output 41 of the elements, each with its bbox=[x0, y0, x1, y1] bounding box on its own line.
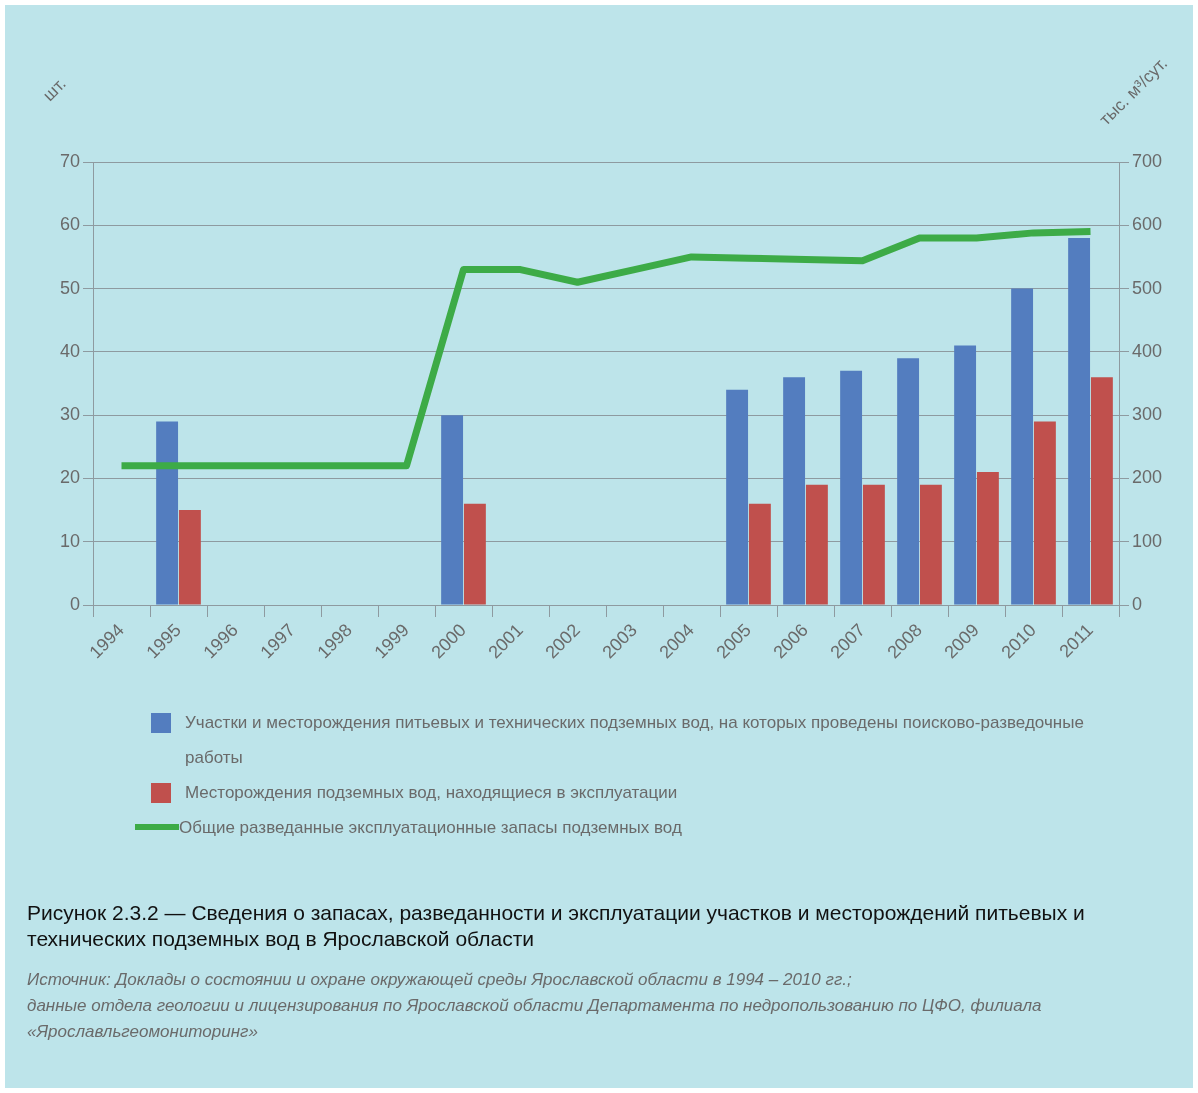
y2-tick-label: 500 bbox=[1132, 277, 1163, 298]
text: данные отдела геологии и лицензирования по Ярославской области Департамента по недропользованию по ЦФО, филиала «Ярославльгеомониторинг» bbox=[27, 995, 1043, 1043]
bar bbox=[1033, 421, 1056, 605]
bar bbox=[748, 503, 771, 605]
y2-tick-label: 0 bbox=[1132, 593, 1143, 614]
y-tick-label: 40 bbox=[59, 340, 80, 361]
text: Рисунок 2.3.2 — Сведения о запасах, разведанности и эксплуатации участков и месторождений питьевых и технических подземных вод в Ярославской области bbox=[27, 900, 1086, 952]
bar bbox=[783, 377, 806, 605]
y2-tick-label: 100 bbox=[1132, 530, 1163, 551]
bar bbox=[919, 484, 942, 605]
y-tick-label: 10 bbox=[59, 530, 80, 551]
bar bbox=[862, 484, 885, 605]
y2-tick-label: 700 bbox=[1132, 150, 1163, 171]
y-tick-label: 30 bbox=[59, 404, 80, 425]
y-tick-label: 50 bbox=[59, 277, 80, 298]
bar bbox=[726, 389, 749, 605]
bar bbox=[156, 421, 179, 605]
y2-tick-label: 400 bbox=[1132, 340, 1163, 361]
y-tick-label: 0 bbox=[69, 593, 80, 614]
text: Источник: Доклады о состоянии и охране окружающей среды Ярославской области в 1994 – 2010 гг.; bbox=[27, 969, 853, 991]
y-axis-title: шт. bbox=[39, 74, 70, 105]
legend-label: Участки и месторождения питьевых и технических подземных вод, на которых проведены поисково-разведочные работы bbox=[185, 712, 1085, 769]
legend-label: Месторождения подземных вод, находящиеся в эксплуатации bbox=[185, 782, 678, 804]
bar bbox=[976, 472, 999, 605]
bar bbox=[954, 345, 977, 605]
bar bbox=[897, 358, 920, 605]
bar bbox=[1090, 377, 1113, 605]
y-tick-label: 60 bbox=[59, 214, 80, 235]
bar bbox=[463, 503, 486, 605]
legend-label: Общие разведанные эксплуатационные запасы подземных вод bbox=[179, 817, 682, 839]
y-tick-label: 20 bbox=[59, 467, 80, 488]
bar bbox=[441, 415, 464, 605]
y2-tick-label: 300 bbox=[1132, 404, 1163, 425]
bar bbox=[1068, 237, 1091, 605]
bar bbox=[1011, 288, 1034, 605]
bar bbox=[805, 484, 828, 605]
y-tick-label: 70 bbox=[59, 150, 80, 171]
bar bbox=[840, 370, 863, 605]
y2-tick-label: 200 bbox=[1132, 467, 1163, 488]
y2-tick-label: 600 bbox=[1132, 214, 1163, 235]
bar bbox=[178, 510, 201, 605]
